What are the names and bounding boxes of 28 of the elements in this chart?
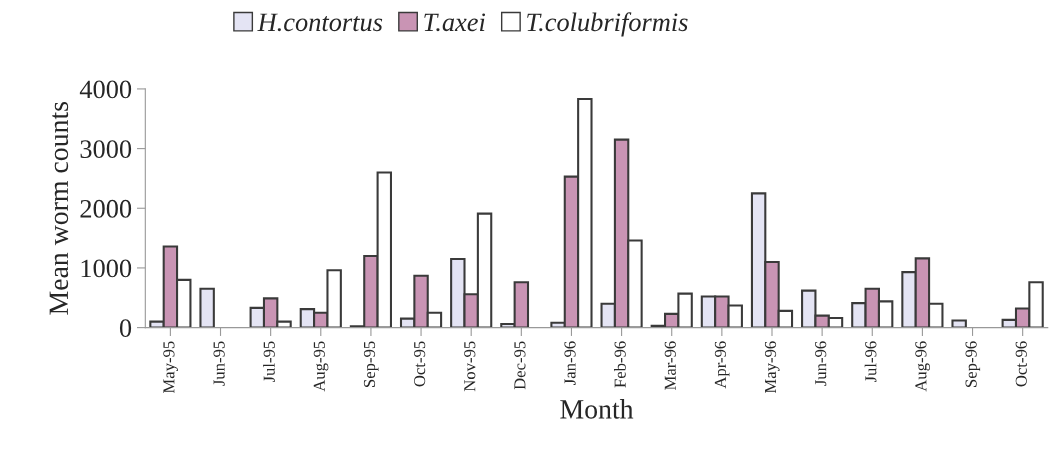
x-tick-label: Sep-96 bbox=[965, 341, 981, 387]
legend-label: T.axei bbox=[424, 13, 486, 32]
x-tick-label: Jan-96 bbox=[564, 341, 576, 385]
legend-label: H.contortus bbox=[257, 13, 383, 32]
x-tick-label: Jun-96 bbox=[815, 341, 827, 386]
x-tick-label: Nov-95 bbox=[464, 341, 476, 392]
x-tick-label: Feb-96 bbox=[614, 341, 626, 388]
legend-label: T.colubriformis bbox=[527, 12, 688, 37]
x-tick-label: Aug-95 bbox=[313, 341, 329, 392]
x-tick-label: Dec-95 bbox=[514, 341, 526, 390]
x-tick-label: Mar-96 bbox=[664, 341, 676, 390]
x-tick-label: Jun-95 bbox=[213, 341, 225, 386]
x-tick-label: May-95 bbox=[163, 341, 178, 394]
x-tick-label: Oct-95 bbox=[414, 341, 426, 387]
x-tick-label: Apr-96 bbox=[714, 341, 730, 389]
y-tick-label: 3000 bbox=[80, 140, 132, 159]
y-axis-title: Mean worm counts bbox=[49, 102, 69, 315]
x-tick-label: Aug-96 bbox=[915, 341, 930, 392]
x-tick-label: Jul-96 bbox=[864, 341, 877, 383]
y-tick-label: 4000 bbox=[79, 80, 132, 99]
x-tick-label: Jul-95 bbox=[263, 341, 275, 383]
x-axis-title: Month bbox=[560, 399, 634, 419]
x-tick-label: Sep-95 bbox=[363, 341, 379, 387]
y-tick-label: 0 bbox=[119, 319, 132, 338]
y-tick-label: 1000 bbox=[81, 259, 132, 278]
x-tick-label: Oct-96 bbox=[1015, 341, 1027, 387]
y-tick-label: 2000 bbox=[80, 199, 132, 218]
x-tick-label: May-96 bbox=[764, 341, 780, 394]
